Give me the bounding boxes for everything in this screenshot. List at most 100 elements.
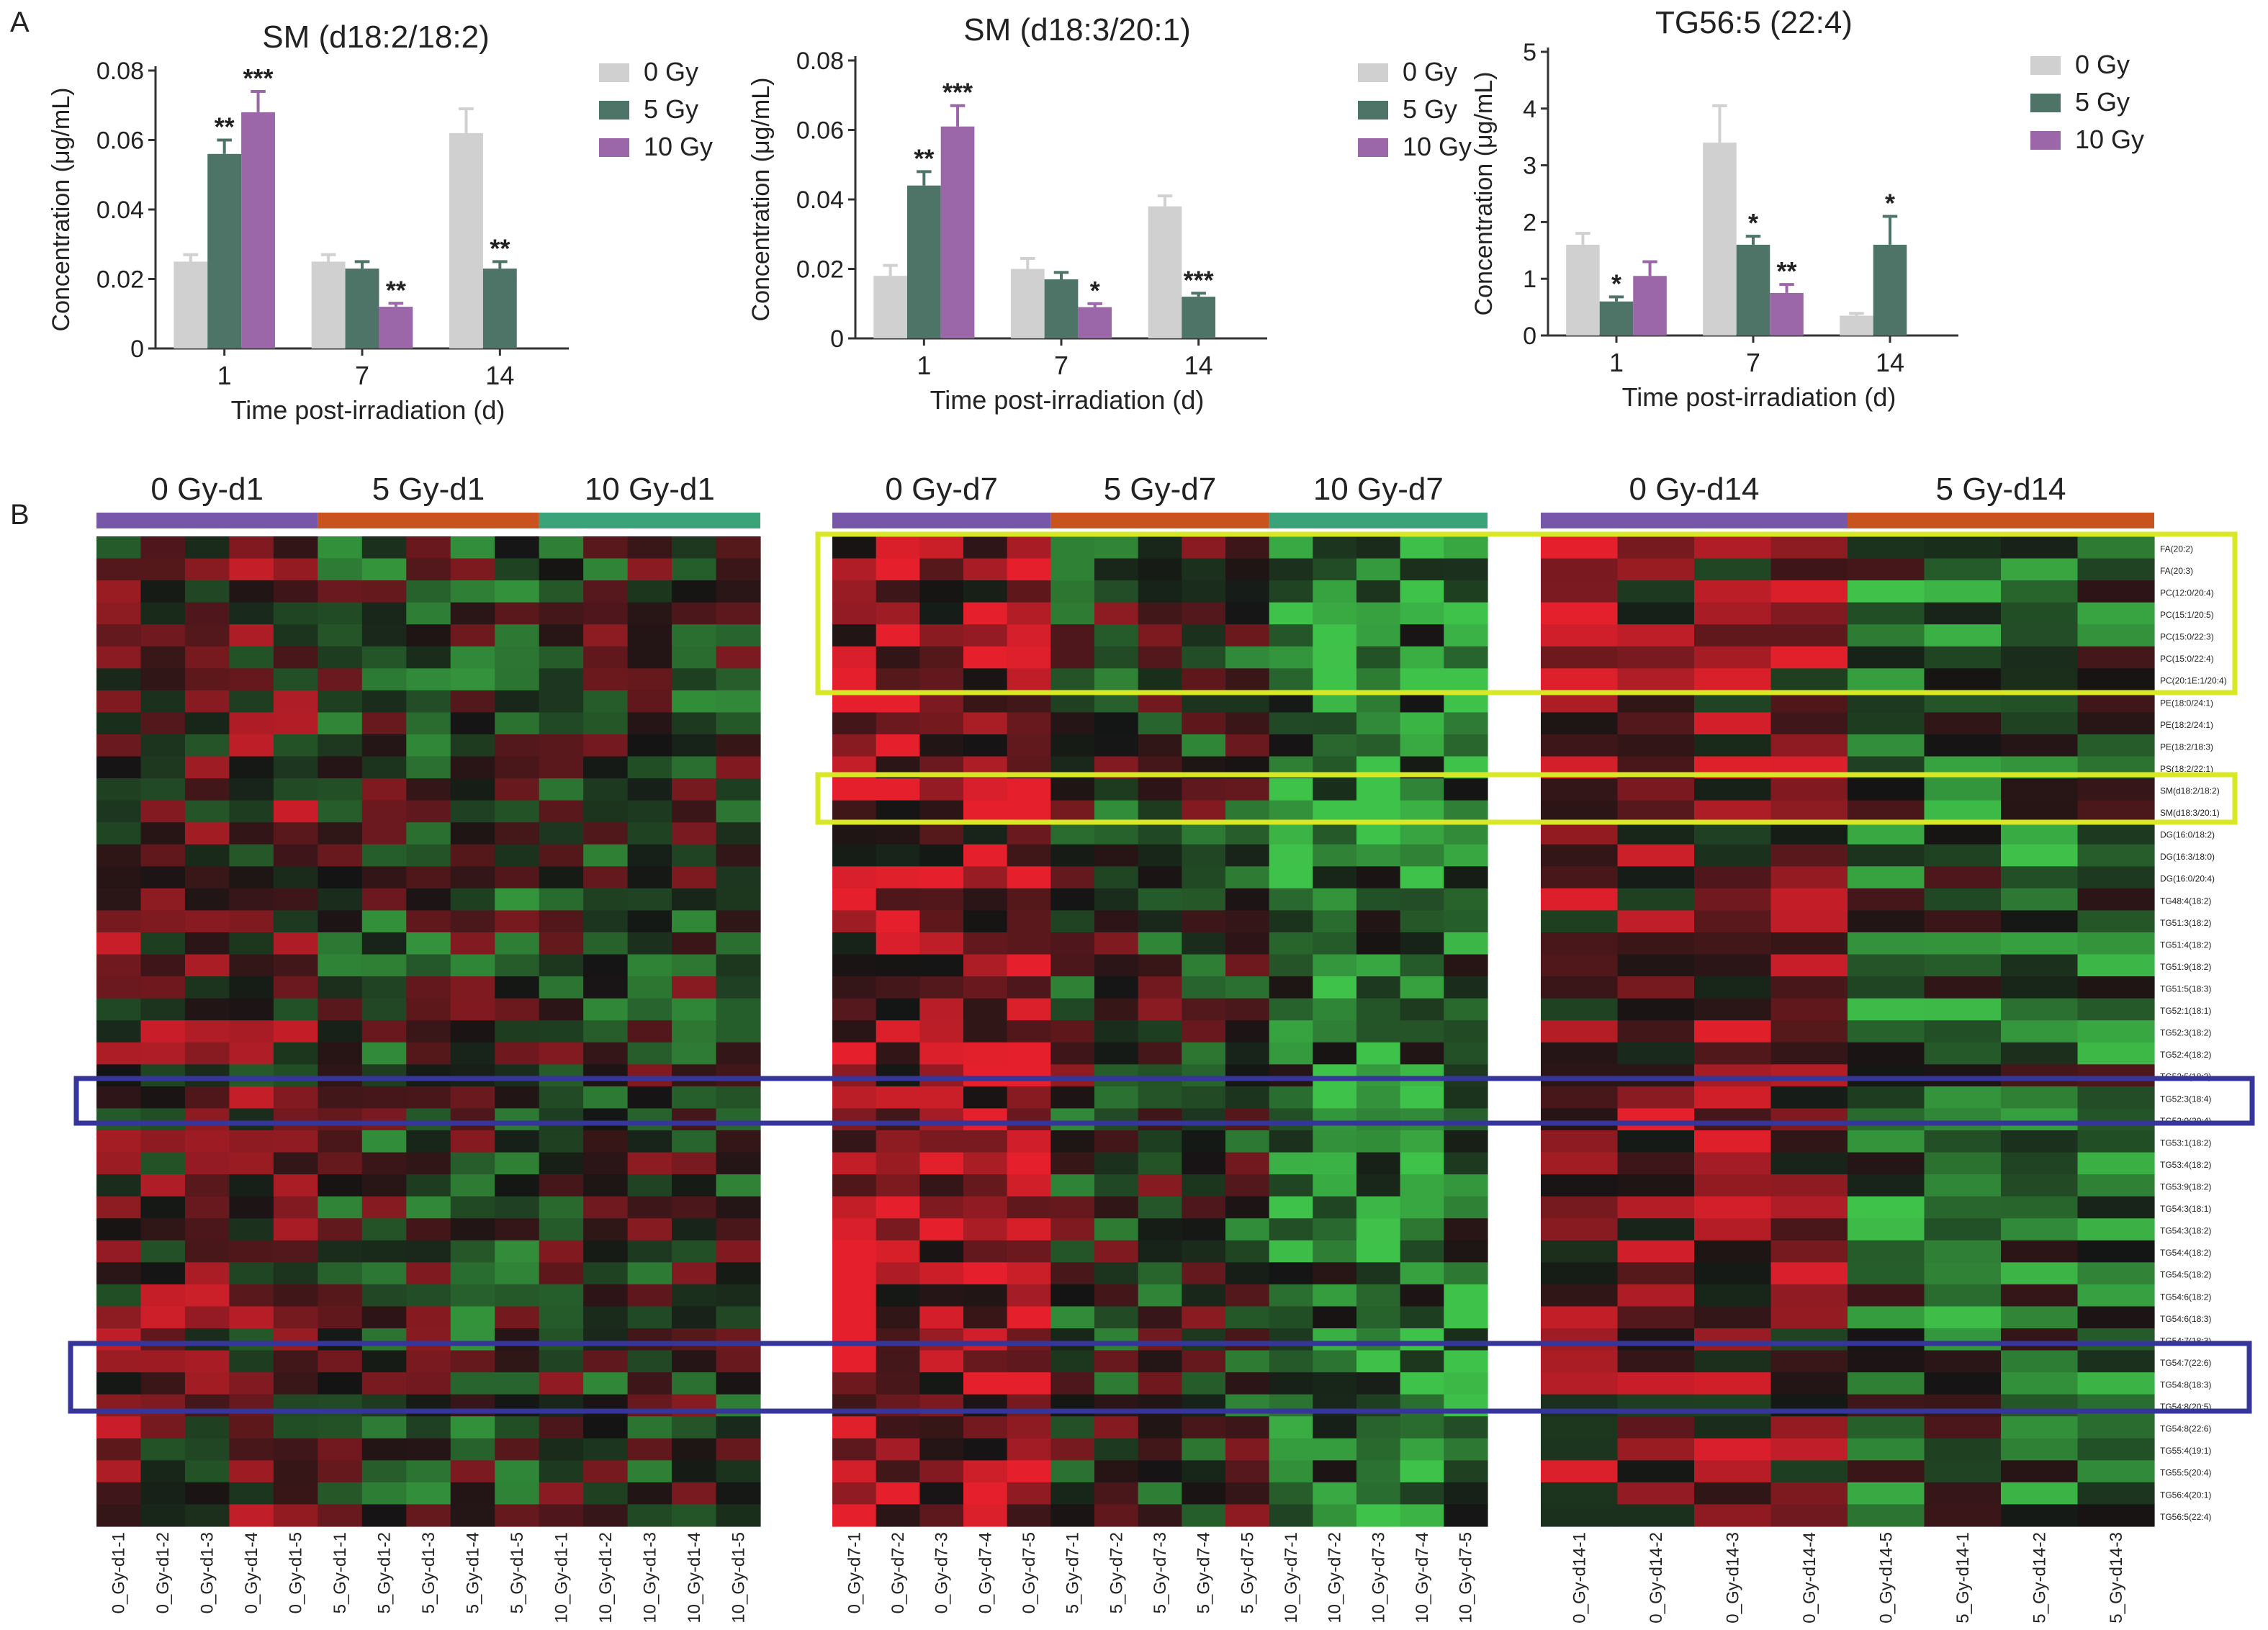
heatmap-cell <box>583 558 629 581</box>
heatmap-cell <box>1770 910 1848 933</box>
heatmap-cell <box>318 1152 363 1175</box>
heatmap-cell <box>96 602 142 625</box>
heatmap-cell <box>406 558 451 581</box>
heatmap-cell <box>2077 558 2155 581</box>
heatmap-cell <box>1225 536 1270 559</box>
heatmap-cell <box>1770 1152 1848 1175</box>
column-label: 10_Gy-d7-1 <box>1282 1532 1301 1624</box>
heatmap-cell <box>627 866 672 889</box>
heatmap-cell <box>539 822 584 845</box>
heatmap-cell <box>716 1350 761 1373</box>
heatmap-cell <box>318 1262 363 1285</box>
heatmap-cell <box>1444 778 1488 801</box>
heatmap-cell <box>832 734 877 757</box>
heatmap-cell <box>184 1108 230 1131</box>
heatmap-cell <box>1313 734 1357 757</box>
heatmap-cell <box>229 1482 274 1505</box>
heatmap-cell <box>832 1218 877 1241</box>
heatmap-cell <box>1770 954 1848 977</box>
heatmap-cell <box>876 1460 920 1483</box>
heatmap-cell <box>96 646 142 669</box>
heatmap-cell <box>1094 910 1139 933</box>
heatmap-cell <box>1225 822 1270 845</box>
heatmap-cell <box>495 1042 540 1065</box>
heatmap-cell <box>1182 624 1226 647</box>
heatmap-cell <box>627 1130 672 1153</box>
heatmap-cell <box>1770 1218 1848 1241</box>
heatmap-cell <box>1770 1174 1848 1197</box>
heatmap-cell <box>583 536 629 559</box>
heatmap-cell <box>1356 998 1401 1021</box>
heatmap-cell <box>963 1042 1008 1065</box>
heatmap-cell <box>1444 668 1488 691</box>
significance-mark: ** <box>914 143 934 173</box>
heatmap-cell <box>1138 712 1182 735</box>
heatmap-cell <box>273 1240 318 1263</box>
heatmap-cell <box>1694 1042 1772 1065</box>
heatmap-cell <box>361 1438 407 1461</box>
y-tick-label: 4 <box>1523 96 1536 123</box>
heatmap-cell <box>627 1372 672 1395</box>
legend-label: 10 Gy <box>1403 132 1472 161</box>
row-label: SM(d18:3/20:1) <box>2160 808 2220 818</box>
heatmap-cell <box>361 866 407 889</box>
heatmap-cell <box>1694 1262 1772 1285</box>
bar <box>449 132 483 348</box>
heatmap-cell <box>229 602 274 625</box>
heatmap-cell <box>1225 1482 1270 1505</box>
heatmap-cell <box>273 1174 318 1197</box>
heatmap-cell <box>1400 1438 1444 1461</box>
heatmap-cell <box>361 800 407 823</box>
heatmap-cell <box>672 1240 717 1263</box>
heatmap-cell <box>1617 1262 1695 1285</box>
heatmap-cell <box>406 866 451 889</box>
heatmap-cell <box>1138 910 1182 933</box>
heatmap-cell <box>140 1328 186 1351</box>
heatmap-cell <box>1848 1306 1925 1329</box>
heatmap-cell <box>1617 624 1695 647</box>
heatmap-cell <box>583 1262 629 1285</box>
group-label: 10 Gy-d7 <box>1313 472 1444 507</box>
heatmap-cell <box>1269 1042 1313 1065</box>
heatmap-cell <box>1094 954 1139 977</box>
heatmap-cell <box>716 668 761 691</box>
heatmap-cell <box>1924 954 2002 977</box>
heatmap-cell <box>963 1064 1008 1087</box>
heatmap-cell <box>1541 646 1619 669</box>
heatmap-cell <box>919 932 964 955</box>
heatmap-cell <box>1313 712 1357 735</box>
heatmap-cell <box>1138 1262 1182 1285</box>
heatmap-cell <box>1541 1042 1619 1065</box>
heatmap-cell <box>876 1306 920 1329</box>
heatmap-cell <box>495 1196 540 1219</box>
heatmap-cell <box>140 998 186 1021</box>
row-label: TG54:3(18:2) <box>2160 1226 2211 1236</box>
heatmap-cell <box>832 1438 877 1461</box>
heatmap-cell <box>1182 1350 1226 1373</box>
heatmap-cell <box>406 668 451 691</box>
heatmap-cell <box>1541 1152 1619 1175</box>
heatmap-cell <box>1770 1372 1848 1395</box>
legend-swatch <box>599 63 629 82</box>
y-tick-label: 0.02 <box>96 266 144 294</box>
heatmap-cell <box>583 1108 629 1131</box>
row-label: TG54:4(18:2) <box>2160 1248 2211 1258</box>
heatmap-cell <box>1050 1438 1095 1461</box>
heatmap-cell <box>1400 536 1444 559</box>
heatmap-cell <box>1138 1328 1182 1351</box>
heatmap-cell <box>1225 1438 1270 1461</box>
heatmap-cell <box>140 1174 186 1197</box>
heatmap-cell <box>273 1086 318 1109</box>
heatmap-cell <box>1138 1306 1182 1329</box>
heatmap-cell <box>832 1482 877 1505</box>
heatmap-cell <box>1694 954 1772 977</box>
heatmap-cell <box>273 1306 318 1329</box>
heatmap-cell <box>1182 1504 1226 1527</box>
heatmap-cell <box>1138 1284 1182 1307</box>
heatmap-cell <box>361 668 407 691</box>
heatmap-cell <box>1617 558 1695 581</box>
heatmap-cell <box>229 580 274 603</box>
heatmap-cell <box>627 734 672 757</box>
heatmap-cell <box>406 734 451 757</box>
